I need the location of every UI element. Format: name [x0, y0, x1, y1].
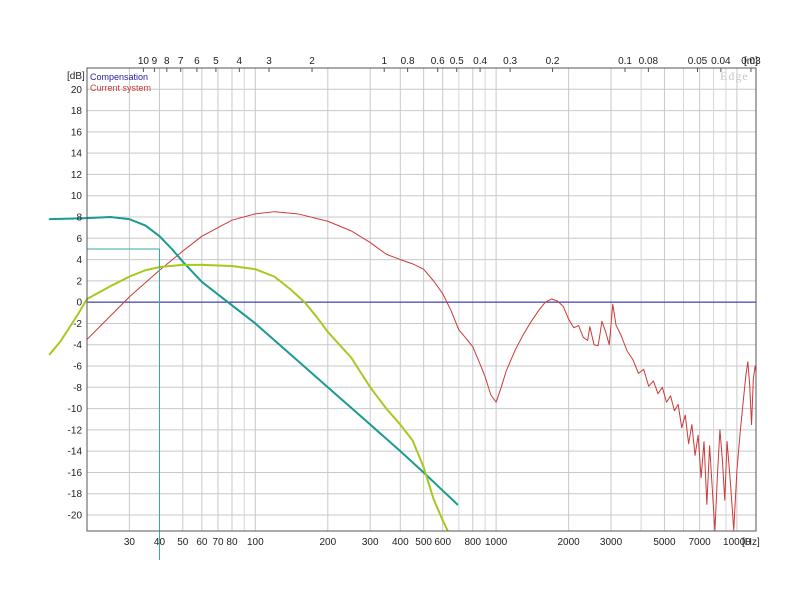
series-line-3	[87, 216, 459, 506]
x-tick-label: 70	[212, 537, 224, 548]
brand-label: Edge	[720, 69, 749, 83]
top-tick-label: 0.1	[618, 56, 632, 67]
top-tick-label: 0.8	[401, 56, 415, 67]
top-tick-label: 9	[152, 56, 158, 67]
series-line-6	[48, 217, 88, 221]
y-tick-label: 4	[76, 255, 82, 266]
y-tick-label: 20	[71, 85, 83, 96]
x-tick-label: 400	[392, 537, 409, 548]
series-line-4	[87, 263, 449, 531]
top-tick-label: 8	[164, 56, 170, 67]
top-tick-label: 1	[381, 56, 387, 67]
top-tick-label: 0.04	[711, 56, 731, 67]
top-tick-label: 7	[178, 56, 184, 67]
top-tick-label: 0.5	[450, 56, 464, 67]
x-tick-label: 600	[434, 537, 451, 548]
y-tick-label: 16	[71, 127, 83, 138]
y-tick-label: -2	[73, 319, 82, 330]
top-tick-label: 5	[213, 56, 219, 67]
series-line-current-system	[87, 211, 756, 531]
x-tick-label: 800	[464, 537, 481, 548]
top-tick-label: 0.4	[473, 56, 487, 67]
y-tick-label: -20	[68, 511, 83, 522]
y-tick-label: -16	[68, 468, 83, 479]
top-tick-label: 0.08	[639, 56, 659, 67]
axis-labels: 20181614121086420-2-4-6-8-10-12-14-16-18…	[67, 56, 761, 548]
top-tick-label: 0.2	[546, 56, 560, 67]
y-tick-label: -10	[68, 404, 83, 415]
top-unit-label: [m]	[744, 56, 758, 67]
legend-entry: Current system	[90, 83, 151, 93]
outside-curves	[48, 217, 88, 356]
x-tick-label: 80	[226, 537, 238, 548]
x-tick-label: 200	[319, 537, 336, 548]
x-tick-label: 100	[247, 537, 264, 548]
top-tick-label: 6	[194, 56, 200, 67]
x-tick-label: 3000	[600, 537, 623, 548]
series-line-5	[48, 297, 88, 356]
y-unit-label: [dB]	[67, 71, 85, 82]
x-tick-label: 1000	[485, 537, 508, 548]
y-tick-label: -6	[73, 362, 82, 373]
top-tick-label: 2	[309, 56, 315, 67]
x-tick-label: 2000	[557, 537, 580, 548]
legend-entry: Compensation	[90, 72, 148, 82]
y-tick-label: 18	[71, 106, 83, 117]
x-tick-label: 5000	[653, 537, 676, 548]
top-tick-label: 0.05	[688, 56, 708, 67]
y-tick-label: 14	[71, 149, 83, 160]
top-tick-label: 4	[237, 56, 243, 67]
y-tick-label: -14	[68, 447, 83, 458]
x-unit-label: [Hz]	[742, 537, 760, 548]
x-tick-label: 7000	[689, 537, 712, 548]
marker-layer	[87, 248, 160, 560]
y-tick-label: -8	[73, 383, 82, 394]
top-tick-label: 3	[266, 56, 272, 67]
plot-frame	[86, 67, 757, 532]
y-tick-label: -4	[73, 340, 82, 351]
y-tick-label: -12	[68, 425, 83, 436]
y-tick-label: -18	[68, 489, 83, 500]
top-tick-label: 10	[138, 56, 150, 67]
x-tick-label: 60	[196, 537, 208, 548]
y-tick-label: 12	[71, 170, 83, 181]
y-tick-label: 10	[71, 191, 83, 202]
y-tick-label: 6	[76, 234, 82, 245]
series-layer	[87, 211, 756, 531]
x-tick-label: 500	[415, 537, 432, 548]
y-tick-label: 8	[76, 213, 82, 224]
y-tick-label: 2	[76, 276, 82, 287]
top-tick-label: 0.6	[431, 56, 445, 67]
x-tick-label: 40	[154, 537, 166, 548]
x-tick-label: 300	[362, 537, 379, 548]
x-tick-label: 50	[177, 537, 189, 548]
y-tick-label: 0	[76, 298, 82, 309]
top-tick-label: 0.3	[503, 56, 517, 67]
top-tick-label: 0.03	[741, 56, 761, 67]
x-tick-label: 30	[124, 537, 136, 548]
x-tick-label: 10000	[723, 537, 751, 548]
